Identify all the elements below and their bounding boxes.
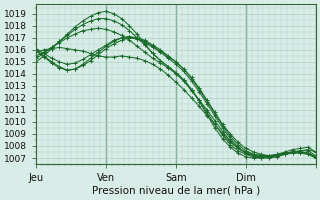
- X-axis label: Pression niveau de la mer( hPa ): Pression niveau de la mer( hPa ): [92, 186, 260, 196]
